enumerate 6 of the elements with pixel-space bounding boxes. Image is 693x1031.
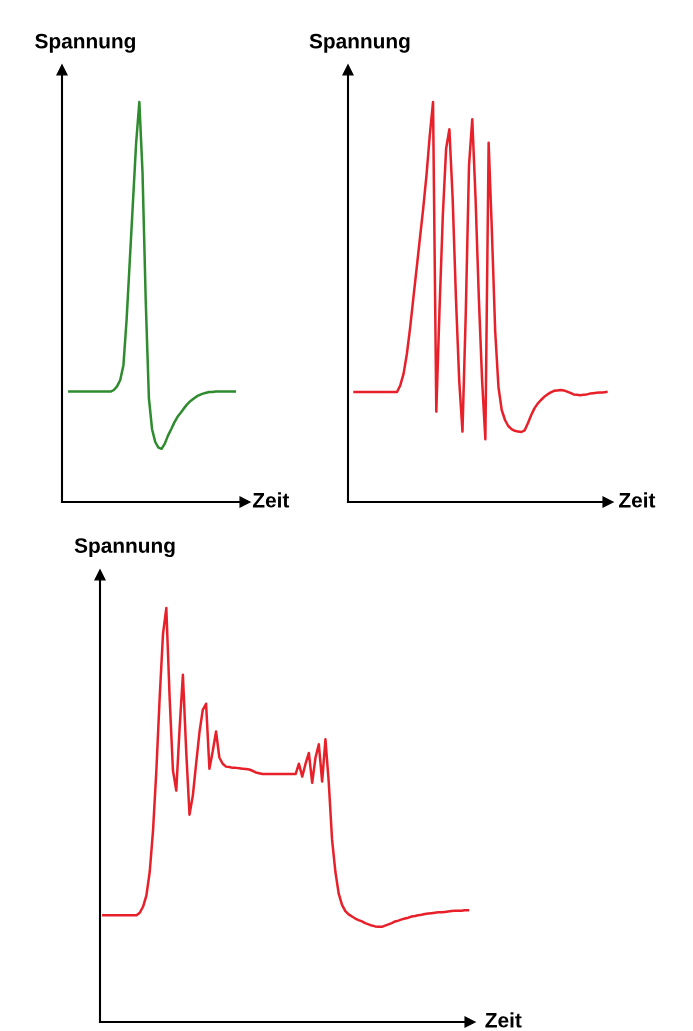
y-axis-title: Spannung [35, 33, 135, 53]
x-axis-title: Zeit [619, 492, 656, 508]
x-axis-title: Zeit [485, 1012, 522, 1028]
x-axis-title: Zeit [252, 492, 290, 508]
y-axis-title: Spannung [309, 33, 410, 53]
y-axis-title: Spannung [74, 538, 175, 558]
